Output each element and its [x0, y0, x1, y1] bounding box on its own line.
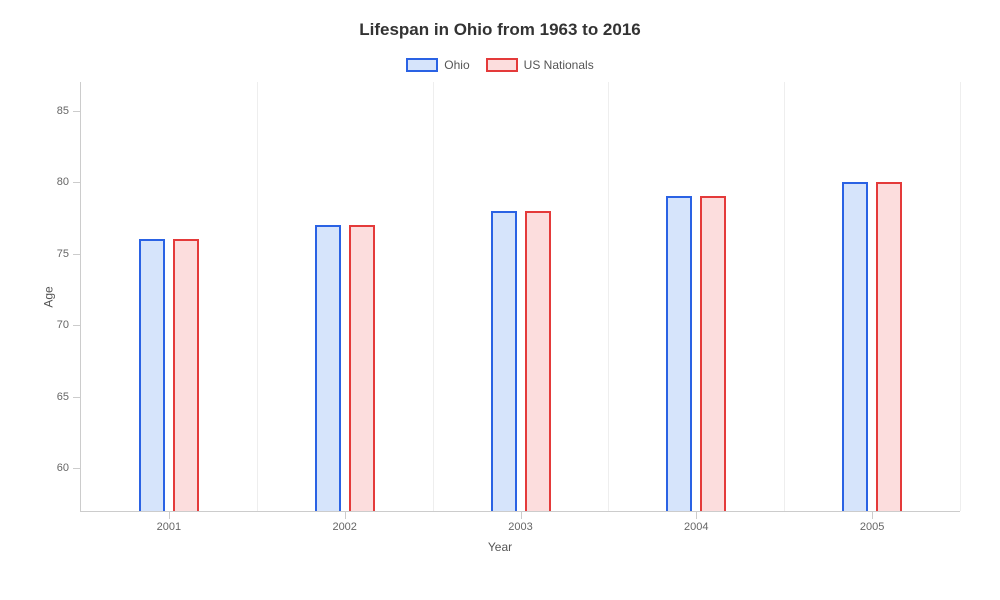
- legend-label-us: US Nationals: [524, 58, 594, 72]
- legend: Ohio US Nationals: [30, 58, 970, 72]
- gridline-vertical: [784, 82, 785, 511]
- legend-label-ohio: Ohio: [444, 58, 469, 72]
- y-tick-label: 60: [57, 462, 81, 474]
- x-tick-label: 2005: [860, 511, 884, 533]
- legend-swatch-ohio: [406, 58, 438, 72]
- plot-wrap: Age 60657075808520012002200320042005: [80, 82, 960, 512]
- chart-title: Lifespan in Ohio from 1963 to 2016: [30, 20, 970, 40]
- bar-ohio: [139, 239, 165, 511]
- legend-item-us: US Nationals: [486, 58, 594, 72]
- bar-us-nationals: [525, 211, 551, 511]
- gridline-vertical: [257, 82, 258, 511]
- y-tick-label: 65: [57, 391, 81, 403]
- legend-item-ohio: Ohio: [406, 58, 469, 72]
- bar-us-nationals: [349, 225, 375, 511]
- bar-us-nationals: [173, 239, 199, 511]
- x-tick-label: 2003: [508, 511, 532, 533]
- y-tick-label: 75: [57, 248, 81, 260]
- bar-ohio: [315, 225, 341, 511]
- y-tick-label: 85: [57, 105, 81, 117]
- legend-swatch-us: [486, 58, 518, 72]
- bar-ohio: [491, 211, 517, 511]
- x-axis-label: Year: [30, 540, 970, 554]
- chart-container: Lifespan in Ohio from 1963 to 2016 Ohio …: [0, 0, 1000, 600]
- x-tick-label: 2001: [157, 511, 181, 533]
- y-tick-label: 70: [57, 319, 81, 331]
- y-axis-label: Age: [42, 286, 56, 307]
- x-tick-label: 2002: [332, 511, 356, 533]
- gridline-vertical: [608, 82, 609, 511]
- plot-area: 60657075808520012002200320042005: [80, 82, 960, 512]
- y-tick-label: 80: [57, 176, 81, 188]
- gridline-vertical: [960, 82, 961, 511]
- x-tick-label: 2004: [684, 511, 708, 533]
- bar-ohio: [842, 182, 868, 511]
- bar-ohio: [666, 196, 692, 511]
- gridline-vertical: [433, 82, 434, 511]
- bar-us-nationals: [700, 196, 726, 511]
- bar-us-nationals: [876, 182, 902, 511]
